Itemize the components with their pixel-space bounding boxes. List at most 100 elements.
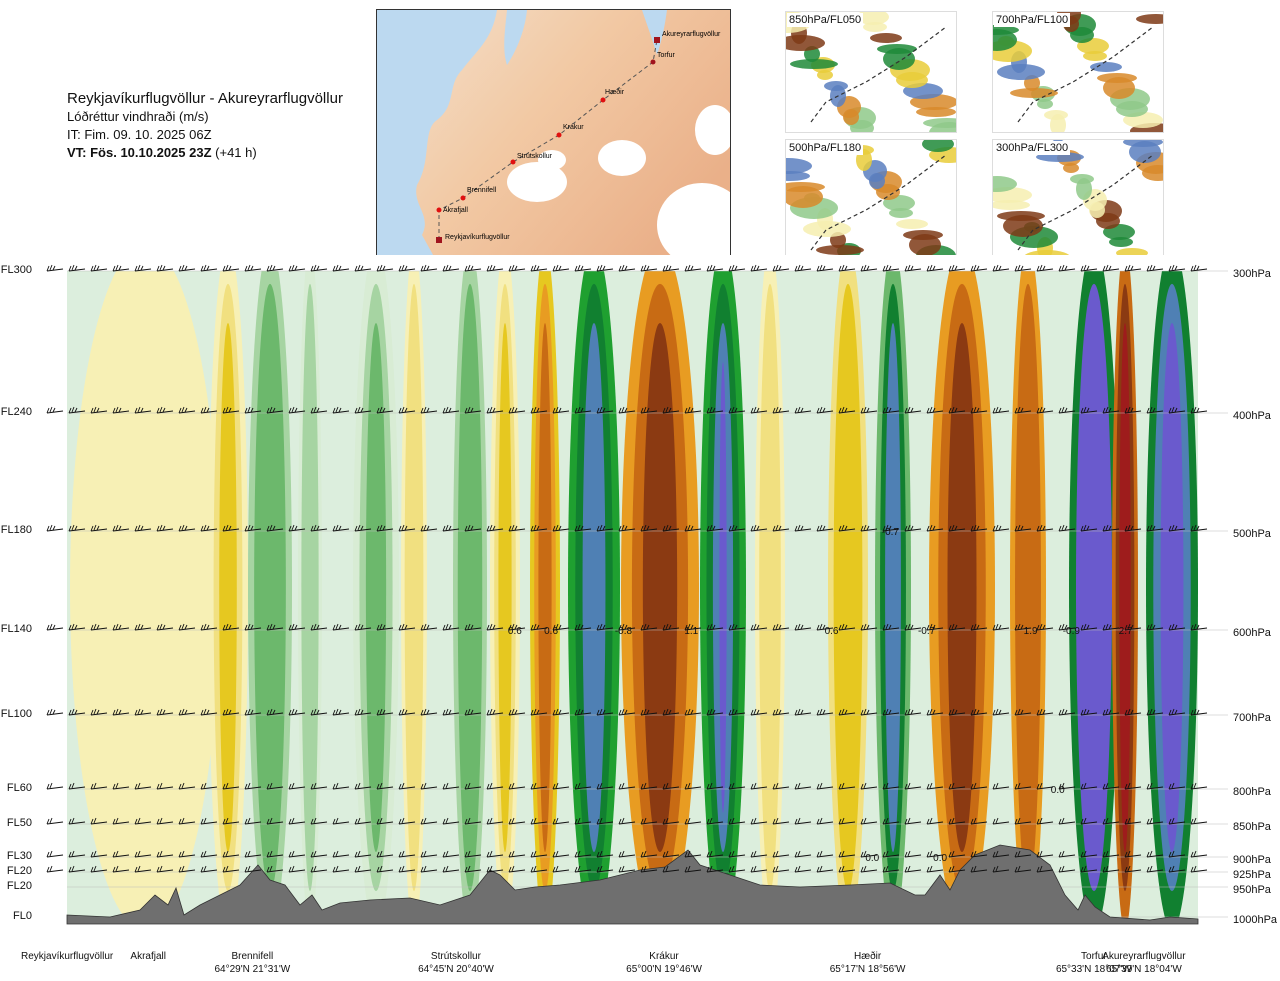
wind-barb	[134, 623, 152, 631]
thumbnail-field	[803, 221, 851, 237]
wind-barb	[904, 708, 922, 716]
wind-barb	[376, 264, 394, 272]
wind-barb	[1036, 782, 1054, 790]
wind-barb	[794, 264, 812, 272]
map-point-brennifell: Brennifell	[460, 187, 497, 201]
wind-barb	[398, 524, 416, 532]
thumbnail-field	[786, 35, 825, 51]
wind-barb	[112, 623, 130, 631]
wind-barb	[222, 865, 240, 873]
wind-barb	[1146, 406, 1164, 414]
thumbnail-field	[993, 200, 1030, 210]
wind-barb	[882, 623, 900, 631]
wind-barb	[200, 850, 218, 858]
wind-barb	[266, 850, 284, 858]
wind-barb	[662, 708, 680, 716]
svg-text:Krákur: Krákur	[563, 124, 584, 131]
wind-barb	[816, 623, 834, 631]
thumbnail-field	[786, 186, 823, 208]
wind-barb	[926, 782, 944, 790]
wind-barb	[244, 865, 262, 873]
wind-barb	[618, 817, 636, 825]
wind-barb	[1146, 524, 1164, 532]
value-label: 0.6	[825, 626, 839, 637]
thumbnail-field	[883, 48, 915, 70]
wind-barb	[1080, 264, 1098, 272]
wind-barb	[200, 782, 218, 790]
wind-barb	[574, 850, 592, 858]
wind-barb	[574, 264, 592, 272]
wind-barb	[486, 406, 504, 414]
contour-band-19-2	[1160, 323, 1184, 852]
thumbnail-700hpa[interactable]: 700hPa/FL100	[992, 11, 1164, 133]
wind-barb	[794, 524, 812, 532]
wind-barb	[970, 264, 988, 272]
wind-barb	[112, 524, 130, 532]
wind-barb	[398, 406, 416, 414]
wind-barb	[992, 850, 1010, 858]
wind-barb	[1168, 708, 1186, 716]
waypoint-coord: 65°17'N 18°56'W	[829, 964, 906, 975]
wind-barb	[310, 406, 328, 414]
wind-barb	[486, 623, 504, 631]
wind-barb	[772, 264, 790, 272]
value-label: 1.9	[1024, 626, 1038, 637]
wind-barb	[200, 264, 218, 272]
wind-barb	[596, 406, 614, 414]
thumbnail-500hpa[interactable]: 500hPa/FL180	[785, 139, 957, 261]
wind-barb	[574, 406, 592, 414]
wind-barb	[772, 623, 790, 631]
wind-barb	[398, 623, 416, 631]
wind-barb	[288, 524, 306, 532]
wind-barb	[288, 623, 306, 631]
contour-band-2-1	[254, 283, 286, 892]
wind-barb	[222, 264, 240, 272]
wind-barb	[706, 264, 724, 272]
waypoint-label: Brennifell 64°29'N 21°31'W	[214, 950, 290, 976]
wind-barb	[618, 524, 636, 532]
wind-barb	[1058, 623, 1076, 631]
wind-barb	[310, 708, 328, 716]
issue-time: IT: Fim. 09. 10. 2025 06Z	[67, 127, 212, 142]
thumbnail-field	[1096, 213, 1120, 229]
wind-barb	[904, 406, 922, 414]
wind-barb	[530, 524, 548, 532]
wind-barb	[904, 865, 922, 873]
contour-fill	[70, 244, 1198, 931]
wind-barb	[728, 623, 746, 631]
wind-barb	[178, 623, 196, 631]
wind-barb	[332, 623, 350, 631]
wind-barb	[838, 264, 856, 272]
wind-barb	[266, 708, 284, 716]
wind-barb	[860, 817, 878, 825]
value-label: -0.7	[882, 527, 900, 538]
wind-barb	[618, 623, 636, 631]
waypoint-coord: 65°39'N 18°04'W	[1106, 964, 1182, 975]
wind-barb	[970, 865, 988, 873]
wind-barb	[222, 708, 240, 716]
wind-barb	[486, 782, 504, 790]
thumbnail-field	[857, 12, 889, 25]
fl-tick-label: FL100	[0, 708, 32, 720]
route-title: Reykjavíkurflugvöllur - Akureyrarflugvöl…	[67, 90, 343, 107]
wind-barb	[684, 850, 702, 858]
wind-barb	[618, 850, 636, 858]
wind-barb	[992, 708, 1010, 716]
wind-barb	[970, 850, 988, 858]
wind-barb	[860, 782, 878, 790]
wind-barb	[816, 865, 834, 873]
wind-barb	[1190, 817, 1208, 825]
wind-barb	[816, 782, 834, 790]
wind-barb	[772, 817, 790, 825]
wind-barb	[1168, 524, 1186, 532]
contour-band-7-2	[498, 323, 512, 852]
wind-barb	[288, 782, 306, 790]
wind-barb	[706, 817, 724, 825]
wind-barb	[530, 264, 548, 272]
hpa-tick-label: 950hPa	[1233, 884, 1271, 896]
thumbnail-850hpa[interactable]: 850hPa/FL050	[785, 11, 957, 133]
thumbnail-300hpa[interactable]: 300hPa/FL300	[992, 139, 1164, 261]
wind-barb	[750, 623, 768, 631]
wind-barb	[46, 817, 64, 825]
wind-barb	[1036, 524, 1054, 532]
